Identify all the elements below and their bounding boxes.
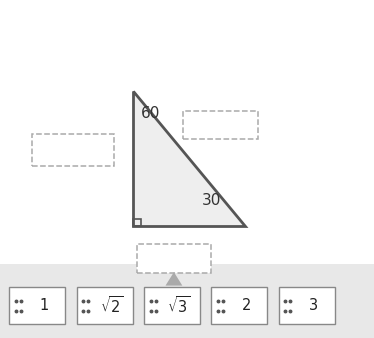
Bar <box>279 287 335 324</box>
Text: 30: 30 <box>202 193 221 208</box>
Bar <box>144 287 200 324</box>
Bar <box>133 219 141 226</box>
Text: 1: 1 <box>40 298 49 313</box>
Text: $\sqrt{2}$: $\sqrt{2}$ <box>99 295 123 316</box>
Text: 60: 60 <box>141 106 161 121</box>
Text: $\sqrt{3}$: $\sqrt{3}$ <box>167 295 191 316</box>
Bar <box>183 111 258 139</box>
Polygon shape <box>165 272 183 286</box>
Text: 3: 3 <box>309 298 318 313</box>
Polygon shape <box>133 91 245 226</box>
Bar <box>0 264 374 338</box>
Text: 2: 2 <box>241 298 251 313</box>
Bar <box>137 244 211 273</box>
Bar <box>32 134 114 166</box>
Bar <box>77 287 133 324</box>
Bar <box>9 287 65 324</box>
Bar <box>211 287 267 324</box>
